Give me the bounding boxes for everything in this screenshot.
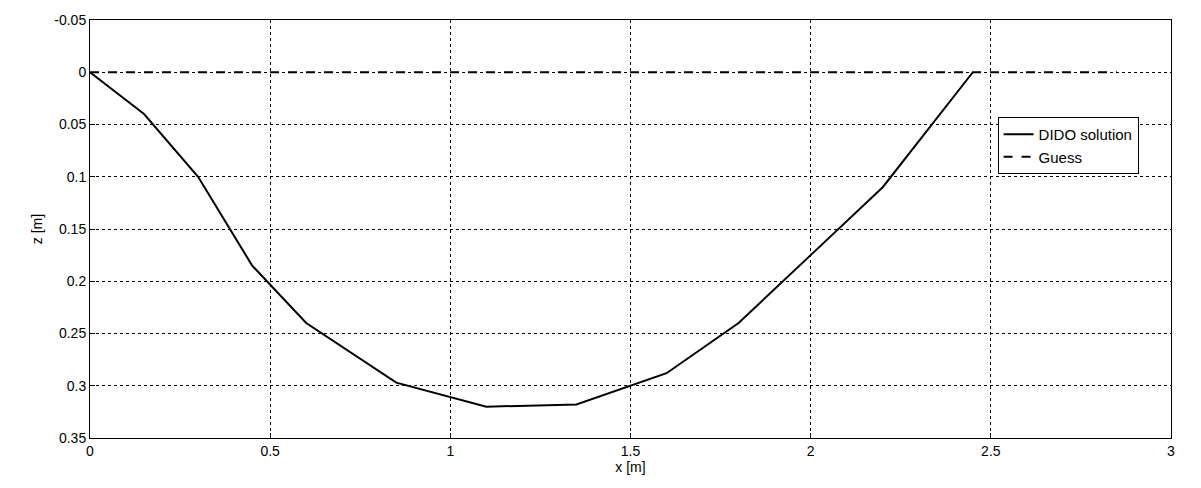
svg-text:0.5: 0.5 <box>260 443 280 459</box>
svg-text:2.5: 2.5 <box>981 443 1001 459</box>
svg-text:0: 0 <box>86 443 94 459</box>
svg-text:Guess: Guess <box>1039 149 1082 166</box>
svg-text:1: 1 <box>446 443 454 459</box>
svg-text:0.35: 0.35 <box>59 430 86 446</box>
svg-text:2: 2 <box>807 443 815 459</box>
svg-text:z [m]: z [m] <box>29 214 45 244</box>
svg-text:0.25: 0.25 <box>59 325 86 341</box>
svg-text:0.05: 0.05 <box>59 116 86 132</box>
svg-text:-0.05: -0.05 <box>54 12 86 28</box>
svg-text:0.1: 0.1 <box>67 169 87 185</box>
svg-text:0.15: 0.15 <box>59 221 86 237</box>
svg-text:DIDO solution: DIDO solution <box>1039 126 1132 143</box>
svg-text:x [m]: x [m] <box>615 459 645 475</box>
svg-text:1.5: 1.5 <box>621 443 641 459</box>
svg-text:3: 3 <box>1167 443 1175 459</box>
svg-text:0: 0 <box>78 64 86 80</box>
svg-text:0.3: 0.3 <box>67 378 87 394</box>
svg-text:0.2: 0.2 <box>67 273 87 289</box>
